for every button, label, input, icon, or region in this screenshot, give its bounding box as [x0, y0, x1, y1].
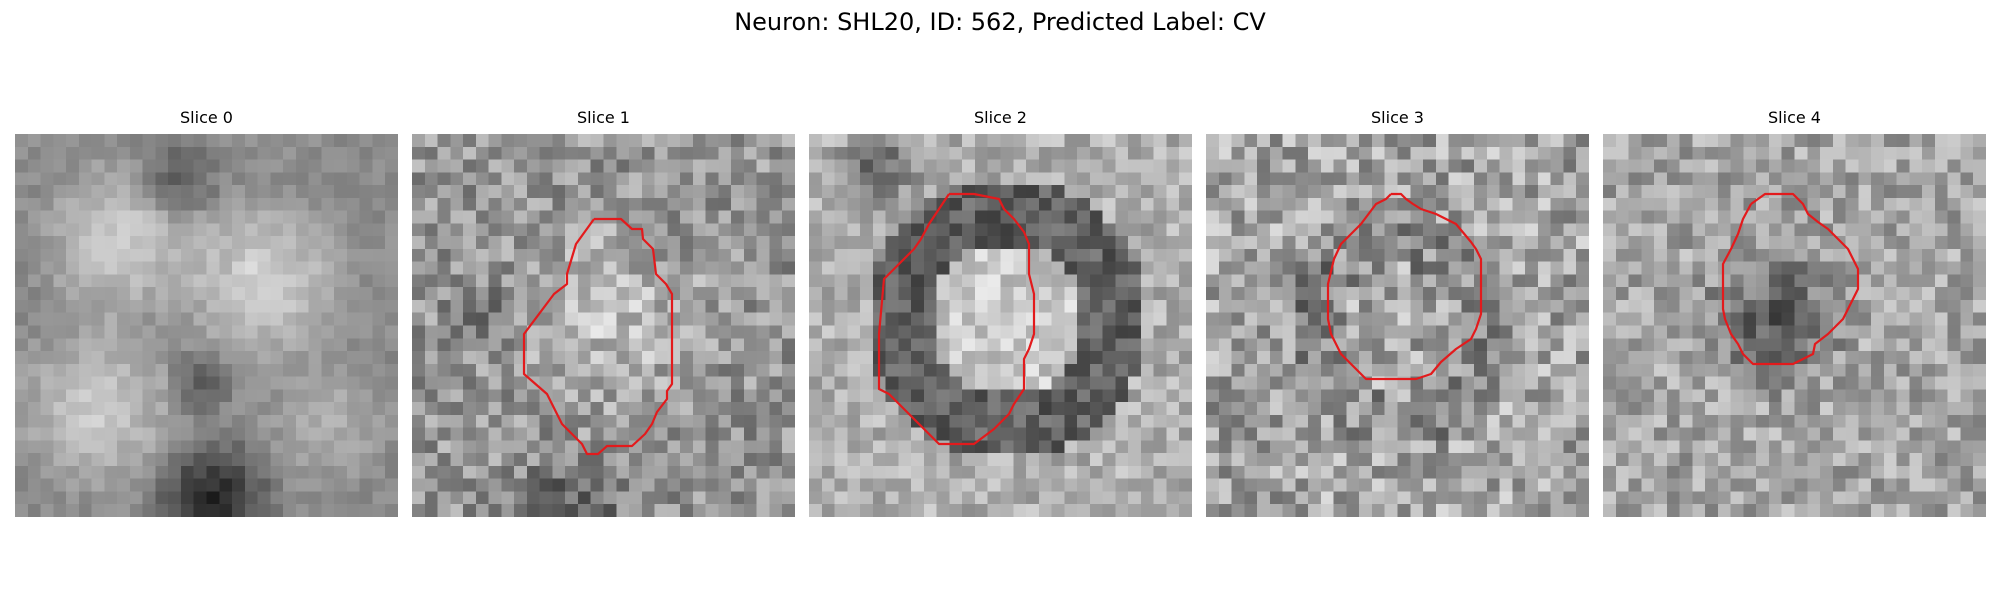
slice-title-0: Slice 0 — [180, 108, 233, 127]
slice-panel-2: Slice 2 — [809, 108, 1192, 517]
slice-image-2 — [809, 134, 1192, 517]
slice-image-1 — [412, 134, 795, 517]
figure-title: Neuron: SHL20, ID: 562, Predicted Label:… — [734, 8, 1266, 36]
slice-panel-1: Slice 1 — [412, 108, 795, 517]
segmentation-outline-3 — [1326, 192, 1483, 381]
segmentation-outline-1 — [522, 217, 674, 456]
segmentation-outline-2 — [877, 192, 1036, 446]
segmentation-outline-4 — [1721, 192, 1860, 366]
slice-title-4: Slice 4 — [1768, 108, 1821, 127]
slice-image-4 — [1603, 134, 1986, 517]
slice-panel-4: Slice 4 — [1603, 108, 1986, 517]
slice-panel-3: Slice 3 — [1206, 108, 1589, 517]
slice-image-3 — [1206, 134, 1589, 517]
slice-title-3: Slice 3 — [1371, 108, 1424, 127]
slice-image-0 — [15, 134, 398, 517]
slice-panel-0: Slice 0 — [15, 108, 398, 517]
slice-title-2: Slice 2 — [974, 108, 1027, 127]
slice-title-1: Slice 1 — [577, 108, 630, 127]
